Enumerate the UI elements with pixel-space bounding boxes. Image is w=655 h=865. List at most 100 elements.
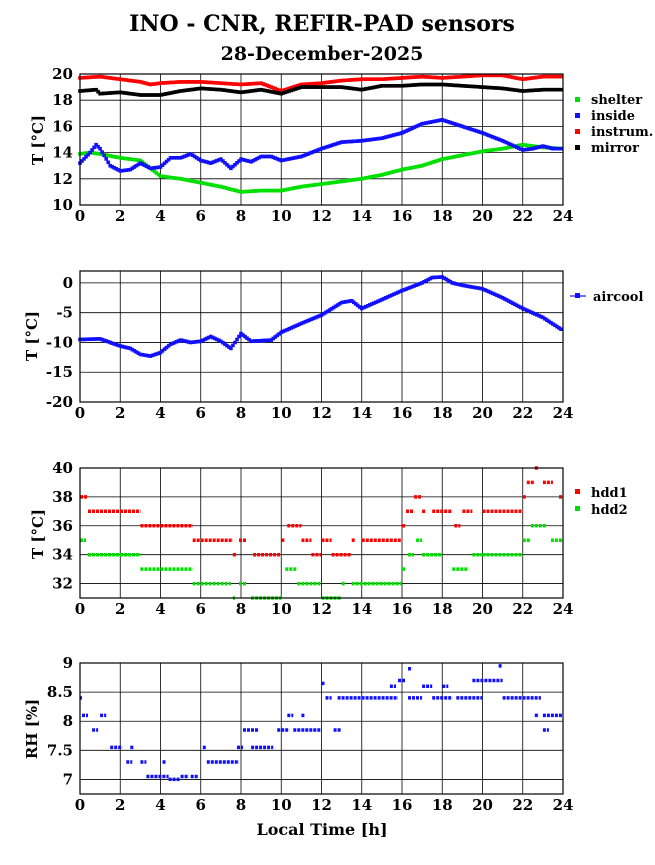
data-point-mirror [118, 90, 123, 95]
data-point-shelter [462, 153, 467, 157]
data-point-aircool [225, 343, 229, 348]
data-point-mirror [551, 87, 555, 92]
x-tick-label: 20 [472, 207, 493, 225]
data-point-inside [203, 159, 207, 164]
data-point-inside [551, 146, 555, 151]
data-point-aircool [466, 284, 471, 289]
data-point-shelter [345, 178, 350, 183]
data-point-shelter [289, 186, 294, 191]
data-point-inside [506, 141, 511, 146]
data-point-aircool [168, 342, 173, 346]
data-point-mirror [366, 86, 370, 91]
data-point-shelter [472, 151, 477, 155]
data-point-mirror [166, 91, 171, 96]
data-point-shelter [172, 176, 177, 180]
x-tick-label: 0 [75, 207, 85, 225]
data-point-instrum [452, 75, 457, 79]
data-point-inside [432, 119, 436, 124]
data-point-shelter [470, 151, 475, 156]
data-point-aircool [263, 338, 267, 343]
data-point-aircool [152, 352, 157, 357]
data-point-aircool [535, 313, 539, 317]
data-point-mirror [317, 85, 322, 89]
data-point-instrum [525, 76, 529, 81]
data-point-shelter [327, 181, 332, 185]
data-point-instrum [450, 75, 455, 80]
data-point-shelter [162, 174, 167, 179]
x-tick-label: 8 [236, 796, 246, 814]
panel4-ylabel: RH [%] [23, 699, 41, 759]
data-point-inside [368, 138, 372, 142]
data-point-instrum [205, 80, 209, 85]
data-point-shelter [323, 181, 328, 186]
x-tick-label: 24 [553, 796, 574, 814]
data-point-inside [553, 146, 557, 151]
data-point-inside [118, 169, 123, 173]
data-point-shelter [217, 184, 221, 189]
data-point-shelter [412, 165, 416, 170]
data-point-mirror [297, 86, 302, 90]
data-point-instrum [255, 81, 259, 86]
data-point-inside [112, 166, 116, 170]
data-point-inside [378, 136, 382, 141]
x-tick-label: 8 [236, 404, 246, 422]
data-point-aircool [398, 289, 402, 294]
data-point-shelter [440, 157, 444, 161]
data-point-mirror [132, 92, 137, 96]
data-point-mirror [164, 92, 169, 96]
data-point-mirror [148, 93, 153, 97]
data-point-instrum [273, 86, 277, 91]
data-point-instrum [466, 74, 471, 78]
x-tick-label: 22 [512, 404, 533, 422]
data-point-shelter [120, 156, 125, 160]
data-point-mirror [150, 93, 155, 97]
data-point-aircool [345, 299, 350, 304]
data-point-aircool [430, 275, 434, 280]
data-point-mirror [307, 85, 312, 89]
data-point-mirror [504, 87, 509, 91]
data-point-instrum [426, 75, 430, 79]
data-point-shelter [205, 182, 209, 186]
y-tick-label: 8.5 [47, 683, 73, 701]
data-point-mirror [299, 85, 304, 89]
data-point-inside [192, 154, 197, 159]
data-point-mirror [500, 86, 505, 91]
data-point-mirror [470, 84, 475, 89]
data-point-instrum [138, 80, 143, 84]
data-point-aircool [223, 342, 227, 346]
data-point-aircool [146, 354, 151, 358]
x-tick-label: 24 [553, 207, 574, 225]
data-point-mirror [213, 87, 217, 92]
data-point-mirror [486, 85, 491, 90]
data-point-mirror [333, 85, 338, 89]
data-point-mirror [370, 86, 374, 90]
data-point-shelter [404, 167, 408, 171]
data-point-mirror [174, 90, 179, 94]
data-point-mirror [315, 85, 320, 89]
y-tick-label: 20 [52, 65, 73, 83]
data-point-instrum [201, 80, 205, 84]
data-point-mirror [319, 85, 324, 89]
data-point-aircool [549, 320, 553, 325]
data-point-aircool [438, 275, 442, 279]
data-point-mirror [339, 85, 344, 89]
data-point-instrum [527, 76, 531, 81]
data-point-instrum [432, 75, 436, 80]
data-point-shelter [303, 184, 308, 188]
data-point-instrum [136, 79, 141, 84]
data-point-aircool [156, 351, 161, 356]
data-point-aircool [420, 281, 424, 285]
data-point-aircool [307, 318, 312, 322]
data-point-inside [98, 146, 102, 151]
data-point-aircool [174, 339, 179, 344]
data-point-mirror [247, 89, 251, 94]
data-point-instrum [374, 77, 378, 81]
data-point-aircool [384, 296, 388, 300]
data-point-mirror [547, 87, 551, 92]
data-point-inside [257, 155, 261, 160]
data-point-aircool [283, 328, 288, 333]
data-point-instrum [148, 82, 153, 87]
data-point-inside [287, 157, 292, 161]
data-point-inside [275, 157, 279, 161]
data-point-inside [333, 142, 338, 146]
